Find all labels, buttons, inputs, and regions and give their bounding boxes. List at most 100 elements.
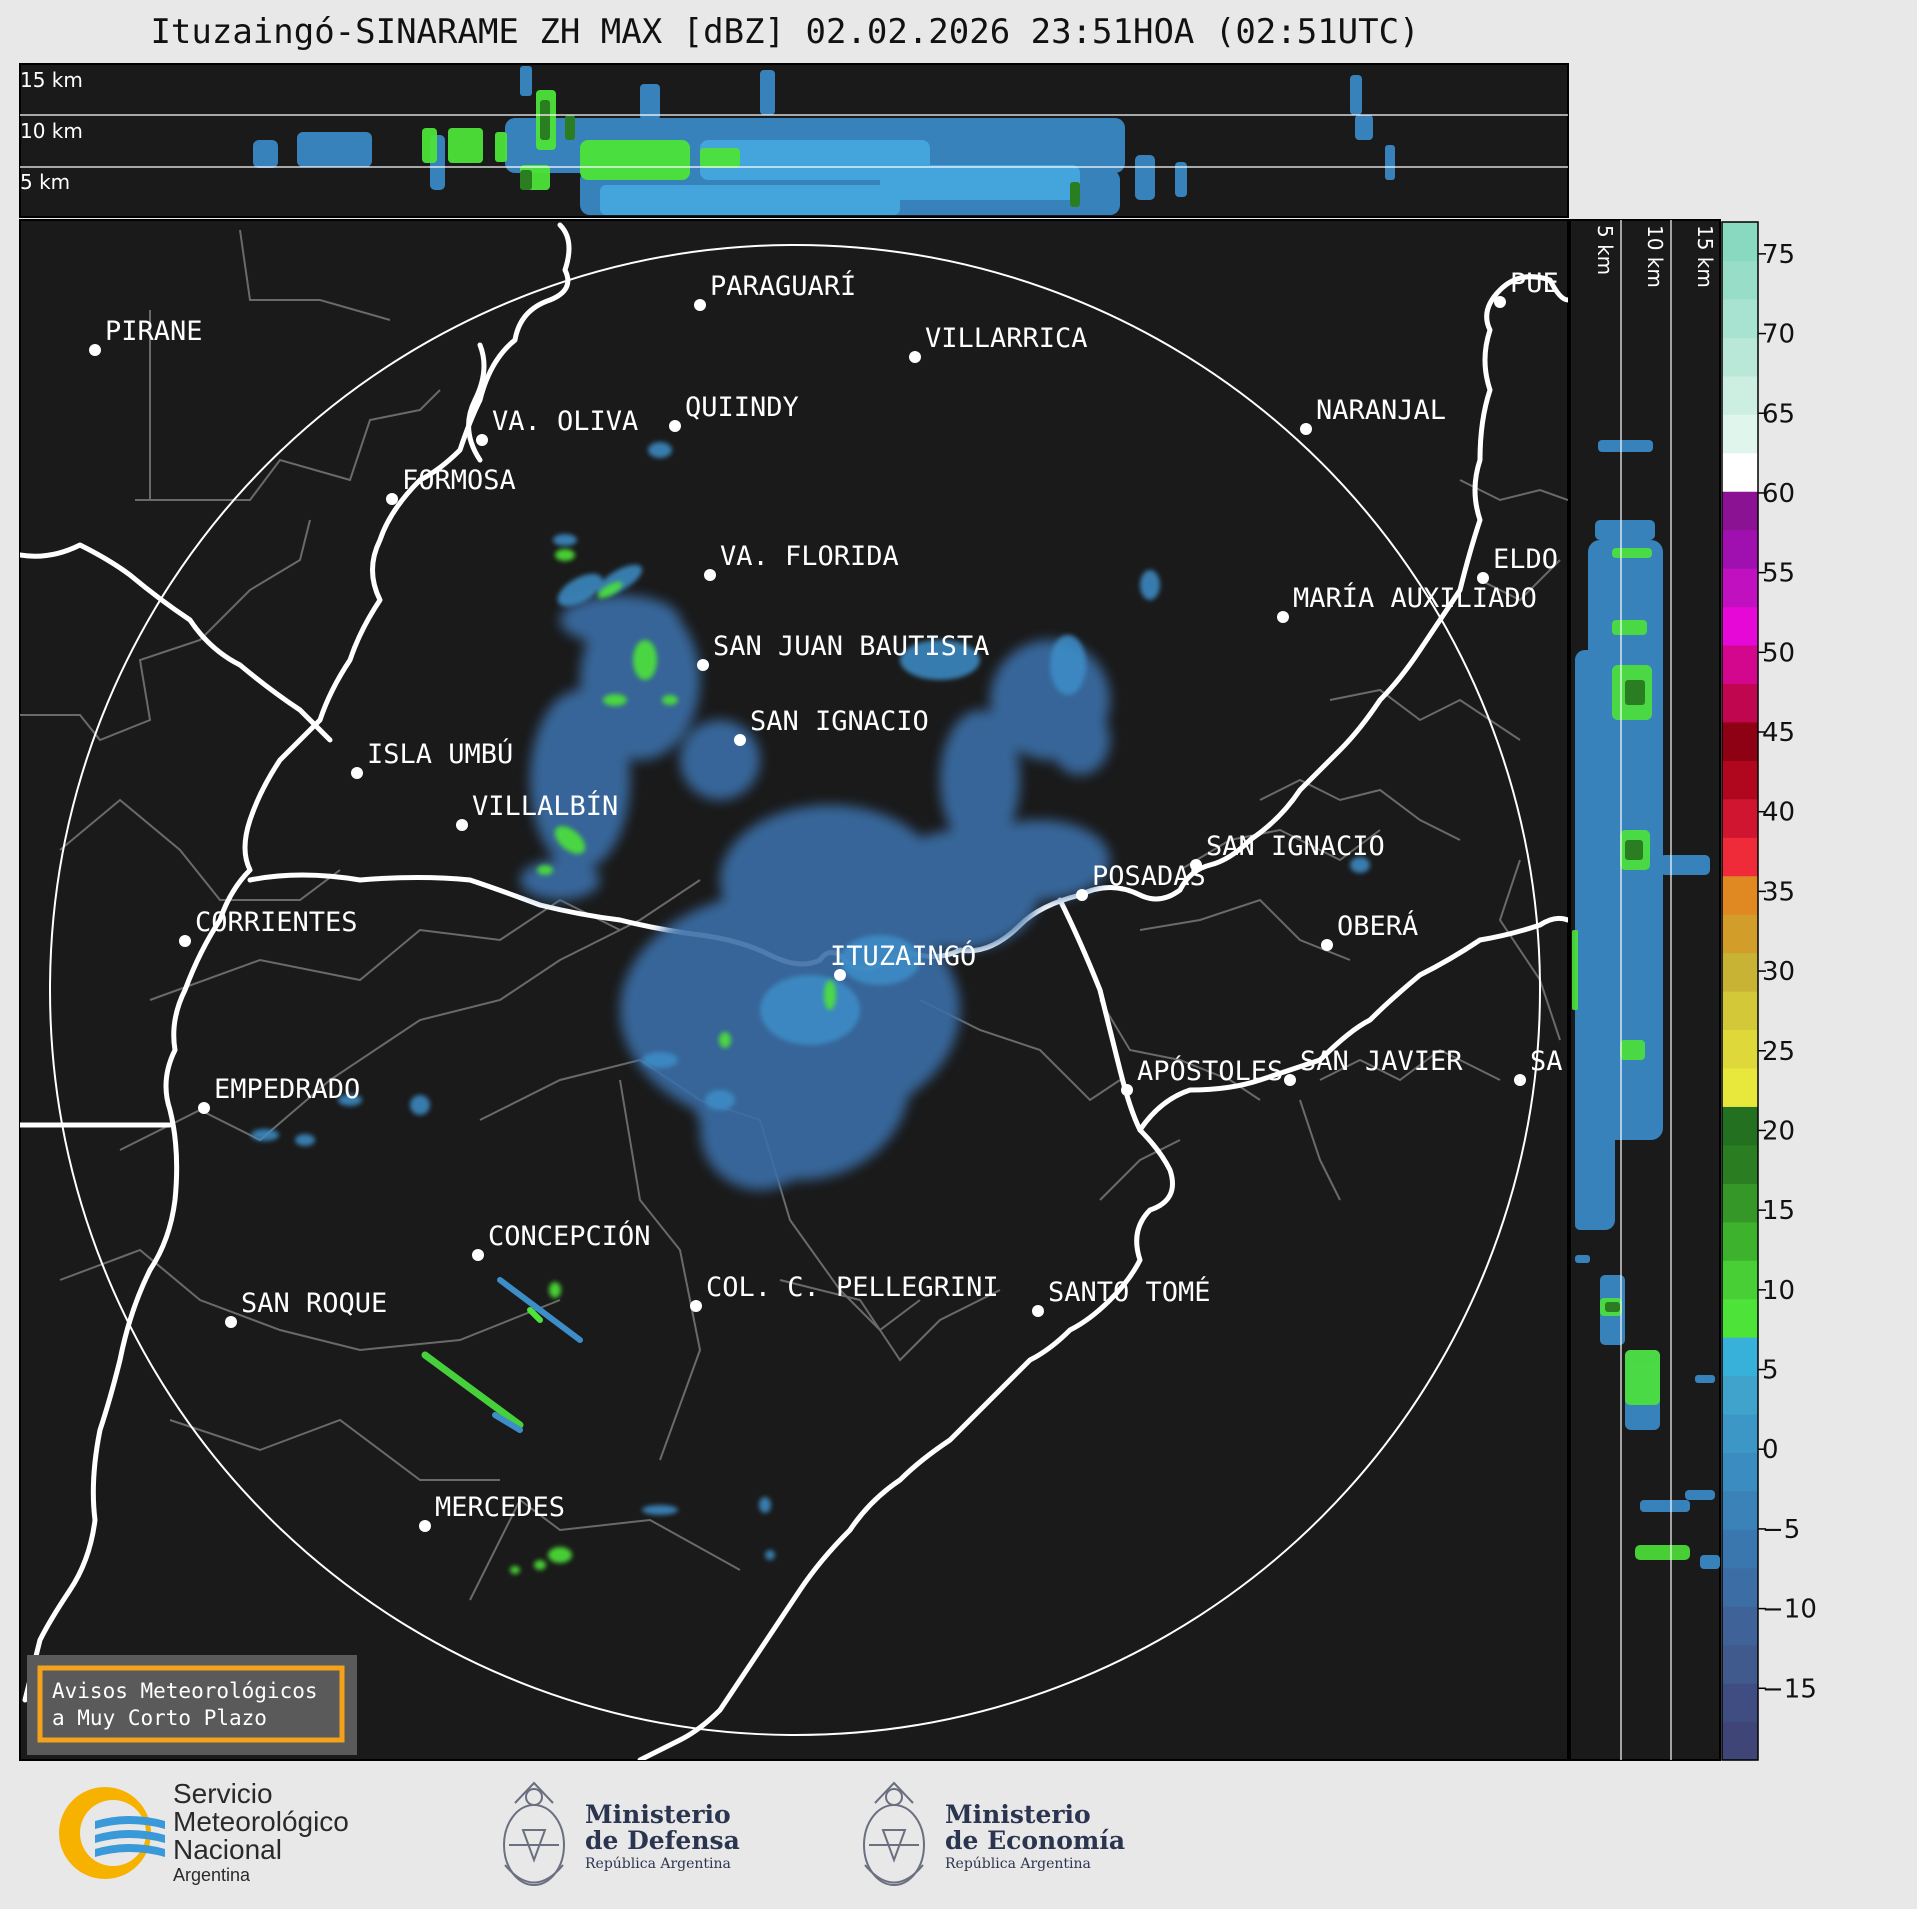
notice-line-1: Avisos Meteorológicos bbox=[52, 1679, 318, 1703]
city-label: PIRANE bbox=[105, 316, 203, 347]
range-ring bbox=[49, 244, 1541, 1736]
colorbar-swatch bbox=[1722, 491, 1758, 531]
city-label: COL. C. PELLEGRINI bbox=[706, 1272, 999, 1303]
echo-bands bbox=[421, 1277, 583, 1433]
colorbar-swatch bbox=[1722, 1490, 1758, 1530]
colorbar-tick-label: 25 bbox=[1762, 1037, 1795, 1067]
colorbar-tick-label: 60 bbox=[1762, 479, 1795, 509]
chart-title: Ituzaingó-SINARAME ZH MAX [dBZ] 02.02.20… bbox=[150, 12, 1420, 52]
city-label: QUIINDY bbox=[685, 392, 799, 423]
colorbar-swatch bbox=[1722, 1644, 1758, 1684]
city-marker bbox=[1477, 572, 1489, 584]
city-label: CORRIENTES bbox=[195, 907, 358, 938]
economia-logo: Ministerio de Economía República Argenti… bbox=[855, 1775, 1125, 1900]
colorbar-swatch bbox=[1722, 1337, 1758, 1377]
city-label: ELDO bbox=[1493, 544, 1558, 575]
city-marker bbox=[351, 767, 363, 779]
smn-line-3: Nacional bbox=[173, 1834, 282, 1865]
city-label: FORMOSA bbox=[402, 465, 516, 496]
city-label: VILLARRICA bbox=[925, 323, 1088, 354]
colorbar-swatch bbox=[1722, 721, 1758, 761]
colorbar-swatch bbox=[1722, 1567, 1758, 1607]
city-label: SAN IGNACIO bbox=[750, 706, 929, 737]
city-label: POSADAS bbox=[1092, 861, 1206, 892]
city-marker bbox=[734, 734, 746, 746]
city-marker bbox=[472, 1249, 484, 1261]
city-marker bbox=[198, 1102, 210, 1114]
smn-logo: Servicio Meteorológico Nacional Argentin… bbox=[55, 1780, 349, 1886]
rivers-and-borders bbox=[20, 222, 1568, 1760]
city-marker bbox=[697, 659, 709, 671]
colorbar-swatch bbox=[1722, 1221, 1758, 1261]
colorbar-swatch bbox=[1722, 1529, 1758, 1569]
colorbar-tick-label: 5 bbox=[1762, 1356, 1779, 1386]
colorbar-swatch bbox=[1722, 1721, 1758, 1761]
right-profile-echoes bbox=[1572, 440, 1720, 1569]
city-marker bbox=[1321, 939, 1333, 951]
colorbar-tick-label: −5 bbox=[1762, 1515, 1800, 1545]
colorbar-swatch bbox=[1722, 568, 1758, 608]
top-profile-panel: 15 km 10 km 5 km bbox=[19, 63, 1569, 218]
city-label: ISLA UMBÚ bbox=[367, 738, 513, 770]
city-label: SAN JUAN BAUTISTA bbox=[713, 631, 989, 662]
city-label: APÓSTOLES bbox=[1137, 1055, 1283, 1087]
city-label: SA bbox=[1530, 1046, 1563, 1077]
notice-line-2: a Muy Corto Plazo bbox=[52, 1706, 267, 1730]
colorbar-swatch bbox=[1722, 337, 1758, 377]
city-label: SAN JAVIER bbox=[1300, 1046, 1463, 1077]
colorbar-swatch bbox=[1722, 1683, 1758, 1723]
city-label: SAN IGNACIO bbox=[1206, 831, 1385, 862]
smn-line-1: Servicio bbox=[173, 1778, 273, 1809]
colorbar-swatch bbox=[1722, 1067, 1758, 1107]
notice-box: Avisos Meteorológicos a Muy Corto Plazo bbox=[27, 1655, 357, 1755]
colorbar-swatch bbox=[1722, 1298, 1758, 1338]
city-marker bbox=[1300, 423, 1312, 435]
top-level-label: 5 km bbox=[20, 170, 70, 194]
colorbar-swatches bbox=[1722, 222, 1758, 1761]
city-label: VA. OLIVA bbox=[492, 406, 638, 437]
colorbar-tick-label: 65 bbox=[1762, 399, 1795, 429]
city-marker bbox=[1076, 889, 1088, 901]
colorbar-tick-label: 75 bbox=[1762, 240, 1795, 270]
colorbar-tick-label: 30 bbox=[1762, 957, 1795, 987]
colorbar-swatch bbox=[1722, 914, 1758, 954]
colorbar-swatch bbox=[1722, 952, 1758, 992]
top-level-label: 15 km bbox=[20, 68, 83, 92]
city-label: CONCEPCIÓN bbox=[488, 1220, 651, 1252]
city-marker bbox=[834, 969, 846, 981]
colorbar-swatch bbox=[1722, 222, 1758, 262]
colorbar-swatch bbox=[1722, 1029, 1758, 1069]
city-marker bbox=[1121, 1084, 1133, 1096]
colorbar-swatch bbox=[1722, 1606, 1758, 1646]
city-label: PARAGUARÍ bbox=[710, 270, 856, 302]
city-label: PUE bbox=[1510, 268, 1559, 299]
city-label: EMPEDRADO bbox=[214, 1074, 360, 1105]
city-label: OBERÁ bbox=[1337, 910, 1418, 942]
colorbar-tick-label: 70 bbox=[1762, 320, 1795, 350]
colorbar-swatch bbox=[1722, 298, 1758, 338]
map-panel: PIRANE PARAGUARÍ VILLARRICA VA. OLIVA QUIIND… bbox=[19, 219, 1569, 1761]
city-label: VILLALBÍN bbox=[472, 790, 618, 822]
city-label: MERCEDES bbox=[435, 1492, 565, 1523]
economia-wordmark: Ministerio de Economía República Argenti… bbox=[945, 1801, 1125, 1874]
economia-line-3: República Argentina bbox=[945, 1855, 1091, 1872]
radar-echoes bbox=[251, 442, 1370, 1574]
colorbar-swatch bbox=[1722, 1144, 1758, 1184]
city-layer: PIRANE PARAGUARÍ VILLARRICA VA. OLIVA QUIIND… bbox=[89, 268, 1563, 1532]
city-marker bbox=[690, 1300, 702, 1312]
city-marker bbox=[419, 1520, 431, 1532]
colorbar-swatch bbox=[1722, 991, 1758, 1031]
defensa-line-2: de Defensa bbox=[585, 1825, 740, 1855]
right-level-label: 5 km bbox=[1593, 225, 1617, 275]
colorbar-swatch bbox=[1722, 644, 1758, 684]
colorbar-swatch bbox=[1722, 798, 1758, 838]
city-marker bbox=[669, 420, 681, 432]
colorbar-tick-label: 55 bbox=[1762, 559, 1795, 589]
colorbar-tick-label: 0 bbox=[1762, 1435, 1779, 1465]
colorbar-tick-label: 20 bbox=[1762, 1116, 1795, 1146]
city-label: ITUZAINGÓ bbox=[830, 940, 976, 972]
colorbar-swatch bbox=[1722, 1452, 1758, 1492]
notice-border bbox=[37, 1665, 345, 1743]
